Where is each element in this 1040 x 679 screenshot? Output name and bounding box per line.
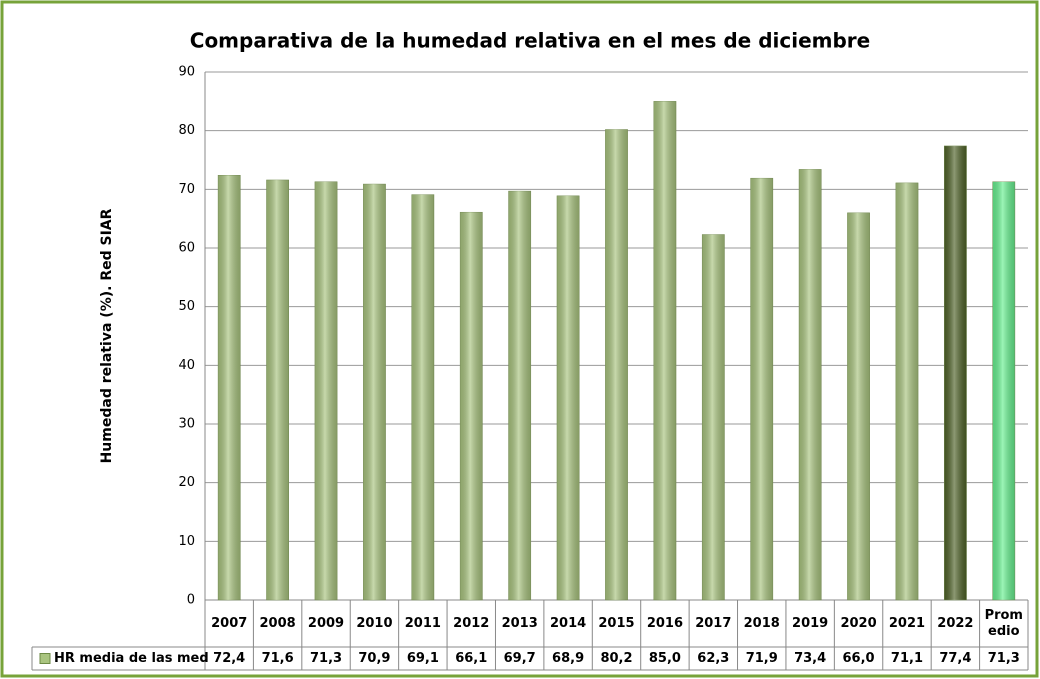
x-tick-label: 2015 (598, 615, 635, 631)
legend-swatch (39, 653, 51, 664)
bar-shine (411, 194, 434, 600)
bar-shine (314, 181, 338, 600)
data-label: 62,3 (697, 651, 729, 666)
data-label: 69,1 (407, 651, 439, 666)
x-tick-label: 2016 (646, 615, 683, 631)
x-tick-label: 2017 (695, 615, 732, 631)
data-label: 70,9 (358, 651, 390, 666)
x-tick-label-box: 2007 (211, 615, 248, 631)
x-tick-label: 2018 (743, 615, 780, 631)
y-tick-label: 50 (178, 299, 195, 314)
x-tick-label-box: 2018 (743, 615, 780, 631)
x-tick-label: 2009 (307, 615, 345, 631)
x-tick-label-box: 2022 (937, 615, 974, 631)
data-label: 77,4 (939, 651, 971, 666)
x-tick-label: 2012 (453, 615, 490, 631)
x-tick-label: 2010 (356, 615, 393, 631)
y-tick-label: 0 (187, 593, 195, 608)
x-tick-label-box: 2021 (888, 615, 926, 631)
x-tick-label-box: 2015 (598, 615, 635, 631)
data-label: 66,0 (843, 651, 875, 666)
x-tick-label: 2013 (501, 615, 538, 631)
x-tick-label: 2022 (937, 615, 974, 631)
y-tick-label: 60 (178, 241, 195, 256)
bar-shine (605, 129, 628, 600)
y-tick-label: 20 (178, 475, 195, 490)
bar-shine (653, 101, 677, 600)
y-tick-label: 70 (178, 182, 195, 197)
x-tick-label: 2011 (404, 615, 441, 631)
data-label: 71,3 (988, 651, 1020, 666)
bar-shine (266, 179, 289, 601)
x-tick-label-box: 2012 (453, 615, 490, 631)
bar-shine (895, 182, 919, 600)
data-label: 71,1 (891, 651, 923, 666)
x-tick-label: 2014 (549, 615, 587, 631)
y-tick-label: 40 (178, 358, 195, 373)
legend-label: HR media de las med (54, 651, 209, 666)
bar-shine (363, 184, 386, 600)
bar-shine (799, 169, 822, 601)
bar-shine (702, 234, 725, 601)
data-label: 66,1 (455, 651, 487, 666)
x-tick-label-box: 2020 (840, 615, 877, 631)
x-tick-label-box: 2009 (307, 615, 345, 631)
bar-shine (218, 175, 241, 600)
x-tick-label-box: Promedio (984, 607, 1023, 639)
x-tick-label: 2019 (792, 615, 829, 631)
x-tick-label-box: 2011 (404, 615, 441, 631)
data-label: 71,9 (746, 651, 778, 666)
y-axis-label: Humedad relativa (%). Red SIAR (99, 208, 115, 463)
y-tick-label: 30 (178, 417, 195, 432)
x-tick-label: 2021 (888, 615, 926, 631)
x-tick-label: Promedio (984, 607, 1023, 639)
y-tick-label: 10 (178, 534, 195, 549)
y-tick-label: 80 (178, 123, 195, 138)
data-label: 69,7 (504, 651, 536, 666)
y-tick-label: 90 (178, 65, 195, 80)
x-tick-label-box: 2014 (549, 615, 587, 631)
bar-shine (508, 191, 531, 601)
bar-shine (944, 145, 967, 601)
x-tick-label-box: 2010 (356, 615, 393, 631)
bar-shine (556, 195, 580, 600)
x-tick-label-box: 2013 (501, 615, 538, 631)
data-label: 71,3 (310, 651, 342, 666)
x-tick-label-box: 2017 (695, 615, 732, 631)
data-label: 68,9 (552, 651, 584, 666)
data-label: 85,0 (649, 651, 681, 666)
data-label: 72,4 (213, 651, 245, 666)
bar-shine (750, 178, 773, 601)
data-label: 80,2 (600, 651, 632, 666)
x-tick-label: 2020 (840, 615, 877, 631)
bar-shine (992, 181, 1015, 600)
x-tick-label: 2007 (211, 615, 248, 631)
x-tick-label: 2008 (259, 615, 296, 631)
bar-shine (847, 212, 870, 601)
data-label: 73,4 (794, 651, 826, 666)
chart-title: Comparativa de la humedad relativa en el… (190, 29, 870, 53)
x-tick-label-box: 2008 (259, 615, 296, 631)
bar-shine (460, 212, 483, 601)
x-tick-label-box: 2016 (646, 615, 683, 631)
data-label: 71,6 (262, 651, 294, 666)
x-tick-label-box: 2019 (792, 615, 829, 631)
